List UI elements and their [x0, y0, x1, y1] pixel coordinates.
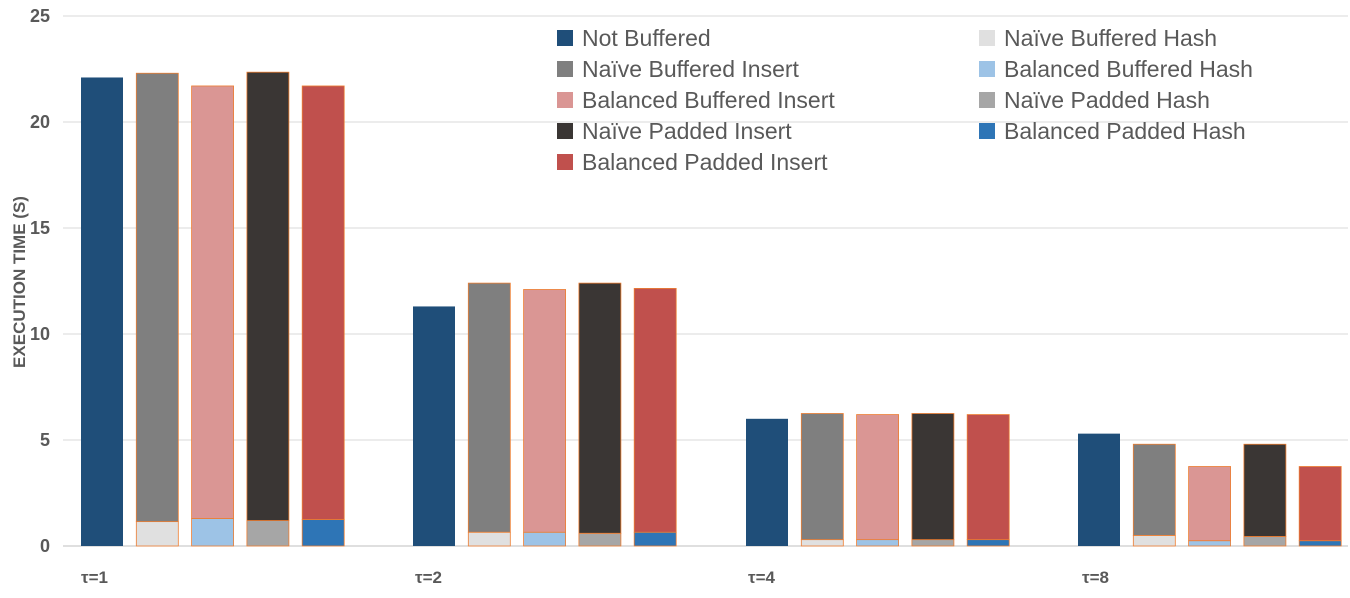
legend-label-balanced-buffered-insert: Balanced Buffered Insert — [582, 87, 835, 113]
y-tick-label: 25 — [30, 6, 50, 26]
bar-balanced-padded-insert-1 — [301, 85, 345, 520]
bar-balanced-padded-insert-3 — [966, 414, 1010, 541]
legend-swatch-naive-buffered-hash — [979, 30, 995, 46]
legend-label-naive-padded-insert: Naïve Padded Insert — [582, 118, 792, 144]
legend-swatch-balanced-buffered-hash — [979, 61, 995, 77]
bar-balanced-padded-hash-1 — [301, 519, 345, 547]
bar-naive-padded-insert-4 — [1243, 443, 1287, 537]
bar-naive-buffered-hash-3 — [800, 539, 844, 547]
y-tick-label: 10 — [30, 324, 50, 344]
bar-naive-buffered-hash-2 — [467, 531, 511, 547]
bar-naive-padded-hash-4 — [1243, 536, 1287, 547]
bar-balanced-buffered-insert-2 — [523, 289, 566, 533]
legend-label-naive-padded-hash: Naïve Padded Hash — [1004, 87, 1210, 113]
y-tick-label: 15 — [30, 218, 50, 238]
bar-balanced-padded-hash-3 — [966, 539, 1010, 547]
legend-label-naive-buffered-hash: Naïve Buffered Hash — [1004, 25, 1217, 51]
legend-label-balanced-padded-hash: Balanced Padded Hash — [1004, 118, 1246, 144]
legend: Not Buffered Naïve Buffered Hash Naïve Buf… — [557, 25, 1253, 175]
bar-naive-buffered-insert-2 — [467, 282, 511, 533]
y-tick-label: 0 — [40, 536, 50, 556]
legend-label-balanced-padded-insert: Balanced Padded Insert — [582, 149, 828, 175]
legend-label-balanced-buffered-hash: Balanced Buffered Hash — [1004, 56, 1253, 82]
legend-swatch-balanced-padded-hash — [979, 123, 995, 139]
legend-swatch-balanced-padded-insert — [557, 154, 573, 170]
bar-not-buffered-2 — [413, 306, 455, 546]
bar-naive-padded-insert-3 — [911, 413, 955, 541]
bar-balanced-buffered-hash-4 — [1188, 540, 1231, 547]
bar-not-buffered-3 — [746, 418, 788, 546]
legend-swatch-naive-buffered-insert — [557, 61, 573, 77]
bar-naive-buffered-insert-1 — [135, 72, 179, 523]
bar-balanced-buffered-insert-4 — [1188, 466, 1231, 542]
bar-balanced-padded-insert-2 — [633, 288, 677, 533]
bar-not-buffered-1 — [81, 77, 123, 546]
bar-balanced-padded-hash-4 — [1298, 540, 1342, 547]
bar-balanced-padded-hash-2 — [633, 531, 677, 547]
y-tick-label: 20 — [30, 112, 50, 132]
x-category-label: τ=2 — [415, 568, 442, 587]
bar-naive-buffered-insert-4 — [1132, 443, 1176, 536]
bar-balanced-buffered-insert-3 — [856, 414, 899, 541]
legend-swatch-naive-padded-insert — [557, 123, 573, 139]
y-axis-ticks: 0 5 10 15 20 25 — [30, 6, 50, 556]
bar-naive-padded-hash-1 — [246, 520, 290, 547]
bars — [81, 71, 1342, 547]
legend-swatch-balanced-buffered-insert — [557, 92, 573, 108]
bar-naive-padded-hash-3 — [911, 539, 955, 547]
bar-balanced-buffered-hash-3 — [856, 539, 899, 547]
bar-naive-buffered-insert-3 — [800, 413, 844, 541]
legend-label-naive-buffered-insert: Naïve Buffered Insert — [582, 56, 800, 82]
bar-balanced-buffered-hash-2 — [523, 531, 566, 547]
bar-naive-padded-insert-2 — [578, 282, 622, 534]
legend-label-not-buffered: Not Buffered — [582, 25, 711, 51]
bar-naive-padded-hash-2 — [578, 532, 622, 547]
bar-naive-buffered-hash-1 — [135, 521, 179, 547]
bar-naive-padded-insert-1 — [246, 71, 290, 521]
bar-naive-buffered-hash-4 — [1132, 535, 1176, 547]
y-tick-label: 5 — [40, 430, 50, 450]
x-category-label: τ=1 — [81, 568, 108, 587]
x-axis-categories: τ=1 τ=2 τ=4 τ=8 — [81, 568, 1109, 587]
bar-not-buffered-4 — [1078, 433, 1120, 546]
x-category-label: τ=8 — [1082, 568, 1109, 587]
legend-swatch-not-buffered — [557, 30, 573, 46]
bar-balanced-buffered-insert-1 — [191, 85, 235, 519]
bar-balanced-buffered-hash-1 — [191, 518, 235, 547]
legend-swatch-naive-padded-hash — [979, 92, 995, 108]
y-axis-label: EXECUTION TIME (S) — [10, 196, 29, 368]
x-category-label: τ=4 — [748, 568, 776, 587]
bar-balanced-padded-insert-4 — [1298, 466, 1342, 542]
